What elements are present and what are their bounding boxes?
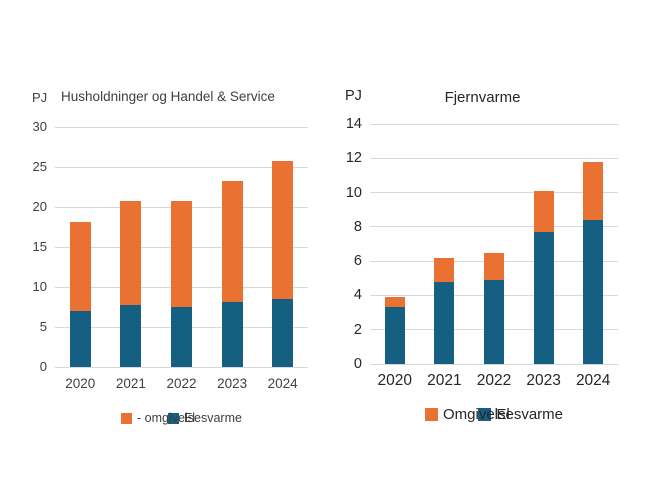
gridline bbox=[370, 363, 618, 365]
y-tick-label: 10 bbox=[32, 279, 47, 294]
chart-title: Fjernvarme bbox=[444, 89, 521, 106]
legend-label-el: El bbox=[496, 405, 510, 423]
legend-swatch-omgivelsesvarme bbox=[121, 412, 133, 424]
y-tick-label: 10 bbox=[345, 184, 362, 201]
y-tick-label: 4 bbox=[353, 287, 362, 304]
bar-2022-segment-el bbox=[484, 280, 504, 364]
bar-2020-segment-el bbox=[384, 307, 405, 364]
gridline bbox=[55, 366, 308, 368]
legend-item-el: El bbox=[167, 411, 196, 425]
x-tick-label: 2023 bbox=[526, 372, 561, 389]
chart-husholdninger-og-handel-service: PJ Husholdninger og Handel & Service 0 5 1… bbox=[18, 84, 318, 456]
bar-2022-segment-omgivelsesvarme bbox=[171, 201, 192, 307]
x-tick-label: 2020 bbox=[377, 372, 413, 389]
bar-2022-segment-omgivelsesvarme bbox=[484, 253, 504, 280]
bar-2021-segment-omgivelsesvarme bbox=[120, 201, 142, 305]
y-tick-label: 20 bbox=[32, 199, 47, 214]
bar-2024-segment-omgivelsesvarme bbox=[272, 161, 294, 299]
bar-2020-segment-el bbox=[69, 311, 91, 367]
x-tick-label: 2022 bbox=[476, 372, 512, 389]
legend-item-omgivelsesvarme: - omgivelsesvarme bbox=[121, 411, 242, 425]
y-tick-label: 12 bbox=[345, 150, 362, 167]
legend-item-el: El bbox=[478, 405, 510, 423]
gridline bbox=[55, 126, 308, 128]
y-tick-label: 0 bbox=[353, 356, 362, 372]
y-tick-label: 30 bbox=[32, 119, 47, 134]
y-tick-label: 8 bbox=[353, 218, 362, 235]
gridline bbox=[370, 226, 618, 228]
gridline bbox=[370, 192, 618, 194]
x-tick-label: 2024 bbox=[575, 372, 611, 389]
legend-label-omgivelsesvarme: Omgivelsesvarme bbox=[442, 405, 564, 423]
bar-2021-segment-el bbox=[120, 305, 142, 367]
bar-2023-segment-el bbox=[221, 302, 243, 367]
legend-label-el: El bbox=[183, 411, 196, 425]
x-tick-label: 2020 bbox=[65, 376, 96, 391]
y-axis-unit-label: PJ bbox=[32, 90, 48, 105]
bar-2020-segment-omgivelsesvarme bbox=[69, 222, 91, 311]
y-tick-label: 6 bbox=[353, 253, 362, 270]
legend-swatch-el bbox=[478, 407, 492, 421]
x-tick-label: 2021 bbox=[115, 376, 146, 391]
y-tick-label: 25 bbox=[32, 159, 47, 174]
y-tick-label: 14 bbox=[345, 116, 362, 132]
bar-2021-segment-omgivelsesvarme bbox=[434, 258, 455, 282]
bar-2024-segment-omgivelsesvarme bbox=[583, 162, 604, 220]
gridline bbox=[370, 123, 618, 125]
plot-area: 0 2 4 6 8 10 12 14 2020 2021 2022 2023 2024 El Omgivel… bbox=[335, 84, 630, 456]
legend-label-omgivelsesvarme: - omgivelsesvarme bbox=[137, 411, 242, 425]
plot-area: 0 5 10 15 20 25 30 2020 2021 2022 2023 2024 El - omgi… bbox=[18, 84, 318, 456]
legend-swatch-omgivelsesvarme bbox=[424, 407, 438, 421]
chart-title: Husholdninger og Handel & Service bbox=[61, 89, 275, 104]
bar-2022-segment-el bbox=[171, 307, 192, 367]
y-tick-label: 2 bbox=[353, 321, 362, 338]
x-tick-label: 2023 bbox=[217, 376, 248, 391]
bar-2024-segment-el bbox=[583, 220, 604, 364]
bar-2024-segment-el bbox=[272, 299, 294, 367]
y-tick-label: 0 bbox=[39, 359, 47, 374]
legend-item-omgivelsesvarme: Omgivelsesvarme bbox=[424, 405, 564, 423]
bar-2021-segment-el bbox=[434, 282, 455, 364]
bar-2023-segment-omgivelsesvarme bbox=[533, 191, 554, 232]
bar-2020-segment-omgivelsesvarme bbox=[384, 297, 405, 307]
y-tick-label: 5 bbox=[39, 319, 47, 334]
x-tick-label: 2024 bbox=[267, 376, 298, 391]
legend-swatch-el bbox=[167, 412, 179, 424]
x-tick-label: 2021 bbox=[427, 372, 462, 389]
bar-2023-segment-omgivelsesvarme bbox=[221, 181, 243, 302]
gridline bbox=[55, 166, 308, 168]
y-tick-label: 15 bbox=[32, 239, 47, 254]
chart-fjernvarme: PJ Fjernvarme 0 2 4 6 8 10 12 14 2020 2021 2022 202… bbox=[335, 84, 630, 456]
bar-2023-segment-el bbox=[533, 232, 554, 364]
y-axis-unit-label: PJ bbox=[345, 88, 362, 104]
x-tick-label: 2022 bbox=[166, 376, 197, 391]
gridline bbox=[370, 157, 618, 159]
